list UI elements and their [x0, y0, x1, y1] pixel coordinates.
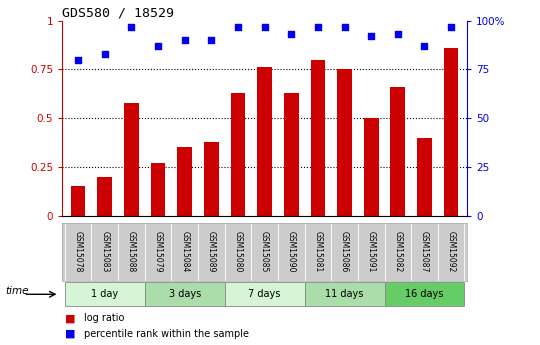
Bar [310, 60, 325, 216]
Text: percentile rank within the sample: percentile rank within the sample [84, 329, 249, 338]
Bar [145, 283, 225, 306]
Point [340, 24, 349, 29]
Text: log ratio: log ratio [84, 314, 124, 323]
Point [74, 57, 83, 62]
Bar [124, 102, 139, 216]
Point [234, 24, 242, 29]
Text: GSM15079: GSM15079 [153, 231, 163, 273]
Bar [337, 69, 352, 216]
Bar [231, 93, 245, 216]
Bar [384, 283, 464, 306]
Point [180, 38, 189, 43]
Text: 16 days: 16 days [406, 289, 444, 299]
Point [367, 33, 375, 39]
Point [127, 24, 136, 29]
Text: GSM15080: GSM15080 [233, 231, 242, 273]
Bar [364, 118, 379, 216]
Bar [390, 87, 405, 216]
Text: GSM15081: GSM15081 [313, 231, 322, 273]
Text: 7 days: 7 days [248, 289, 281, 299]
Point [100, 51, 109, 57]
Bar [71, 186, 85, 216]
Point [260, 24, 269, 29]
Point [154, 43, 163, 49]
Text: time: time [5, 286, 29, 296]
Text: GSM15088: GSM15088 [127, 231, 136, 273]
Text: ■: ■ [65, 329, 75, 338]
Text: 3 days: 3 days [168, 289, 201, 299]
Bar [284, 93, 299, 216]
Bar [151, 163, 165, 216]
Text: ■: ■ [65, 314, 75, 323]
Text: GDS580 / 18529: GDS580 / 18529 [62, 7, 174, 20]
Text: 11 days: 11 days [325, 289, 364, 299]
Bar [97, 177, 112, 216]
Bar [204, 141, 219, 216]
Bar [177, 147, 192, 216]
Text: GSM15090: GSM15090 [287, 231, 296, 273]
Text: GSM15091: GSM15091 [367, 231, 376, 273]
Text: GSM15087: GSM15087 [420, 231, 429, 273]
Text: GSM15089: GSM15089 [207, 231, 216, 273]
Bar [225, 283, 305, 306]
Bar [305, 283, 384, 306]
Text: GSM15082: GSM15082 [393, 231, 402, 273]
Bar [417, 138, 432, 216]
Point [394, 32, 402, 37]
Text: GSM15085: GSM15085 [260, 231, 269, 273]
Text: 1 day: 1 day [91, 289, 118, 299]
Text: GSM15084: GSM15084 [180, 231, 189, 273]
Point [420, 43, 429, 49]
Point [287, 32, 295, 37]
Bar [257, 68, 272, 216]
Text: GSM15092: GSM15092 [447, 231, 456, 273]
Text: GSM15086: GSM15086 [340, 231, 349, 273]
Bar [65, 283, 145, 306]
Point [447, 24, 455, 29]
Point [314, 24, 322, 29]
Point [207, 38, 215, 43]
Text: GSM15078: GSM15078 [73, 231, 83, 273]
Bar [444, 48, 458, 216]
Text: GSM15083: GSM15083 [100, 231, 109, 273]
